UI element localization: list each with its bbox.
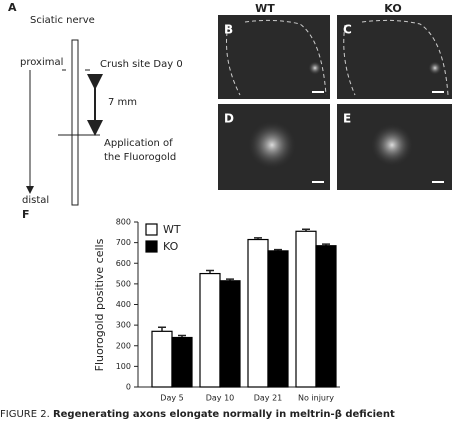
panel-label: A (8, 1, 17, 14)
caption-text: Regenerating axons elongate normally in … (53, 409, 395, 420)
distance-label: 7 mm (108, 97, 137, 108)
error-bar (158, 326, 166, 332)
x-tick-label: No injury (298, 394, 334, 403)
panel-label: D (224, 112, 234, 126)
legend-label: WT (163, 223, 181, 236)
micrograph (218, 15, 452, 190)
nerve-title: Sciatic nerve (30, 15, 95, 26)
bar (199, 272, 221, 388)
legend-swatch (145, 223, 158, 236)
nerve (71, 39, 79, 206)
y-tick-label: 0 (126, 383, 131, 392)
bar (151, 330, 173, 388)
y-tick-label: 300 (116, 321, 131, 330)
column-label: KO (384, 2, 401, 15)
bar (247, 238, 269, 388)
bar (171, 336, 193, 388)
panel-label: E (343, 112, 351, 126)
chart: 0 100 200 300 400 500 600 700 800 Day 5 Day 10 Day … (116, 218, 340, 403)
bar (219, 280, 241, 388)
legend-label: KO (163, 240, 179, 253)
caption: FIGURE 2. Regenerating axons elongate no… (0, 409, 395, 420)
bar (295, 230, 317, 388)
y-tick-label: 700 (116, 238, 131, 247)
y-tick-label: 800 (116, 218, 131, 227)
y-axis-label: Fluorogold positive cells (93, 238, 106, 371)
proximal-label: proximal (20, 57, 63, 68)
y-tick-label: 400 (116, 300, 131, 309)
legend-swatch (145, 240, 158, 253)
y-tick-label: 500 (116, 279, 131, 288)
application-label: the Fluorogold (104, 152, 176, 163)
bar (315, 245, 337, 388)
application-label: Application of (104, 138, 173, 149)
y-tick-label: 200 (116, 341, 131, 350)
x-tick-label: Day 5 (160, 394, 183, 403)
distal-label: distal (22, 195, 49, 206)
bar (267, 250, 289, 388)
y-tick-label: 600 (116, 259, 131, 268)
crush-label: Crush site Day 0 (100, 59, 183, 70)
panel-label: C (343, 23, 352, 37)
panel-label: B (224, 23, 233, 37)
caption-label: FIGURE 2. (0, 409, 50, 420)
x-tick-label: Day 21 (254, 394, 283, 403)
panel-label: F (22, 208, 30, 221)
x-tick-label: Day 10 (206, 394, 235, 403)
y-tick-label: 100 (116, 362, 131, 371)
column-label: WT (255, 2, 275, 15)
